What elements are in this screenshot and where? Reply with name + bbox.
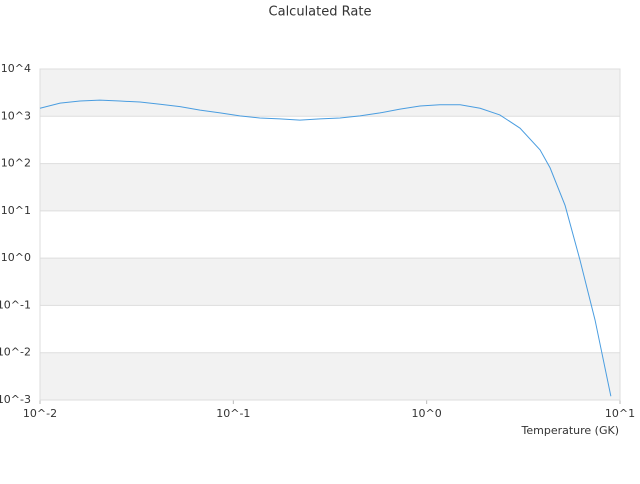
grid-band xyxy=(40,352,620,400)
grid-band xyxy=(40,258,620,306)
y-tick-label: 10^3 xyxy=(1,109,31,122)
x-tick-label: 10^-1 xyxy=(216,407,250,420)
data-line xyxy=(39,99,612,397)
grid-band xyxy=(40,163,620,211)
y-tick-label: 10^2 xyxy=(1,157,31,170)
x-tick-label: 10^0 xyxy=(412,407,442,420)
y-tick-label: 10^1 xyxy=(1,204,31,217)
y-tick-label: 10^0 xyxy=(1,251,31,264)
y-tick-label: 10^4 xyxy=(1,62,31,75)
x-tick-label: 10^-2 xyxy=(23,407,57,420)
y-tick-label: 10^-3 xyxy=(0,393,31,406)
chart-title: Calculated Rate xyxy=(269,5,372,20)
x-axis-label: Temperature (GK) xyxy=(521,424,620,437)
x-tick-label: 10^1 xyxy=(605,407,635,420)
y-tick-label: 10^-1 xyxy=(0,298,31,311)
plot-frame xyxy=(39,68,621,401)
y-tick-label: 10^-2 xyxy=(0,346,31,359)
grid-band xyxy=(40,69,620,117)
